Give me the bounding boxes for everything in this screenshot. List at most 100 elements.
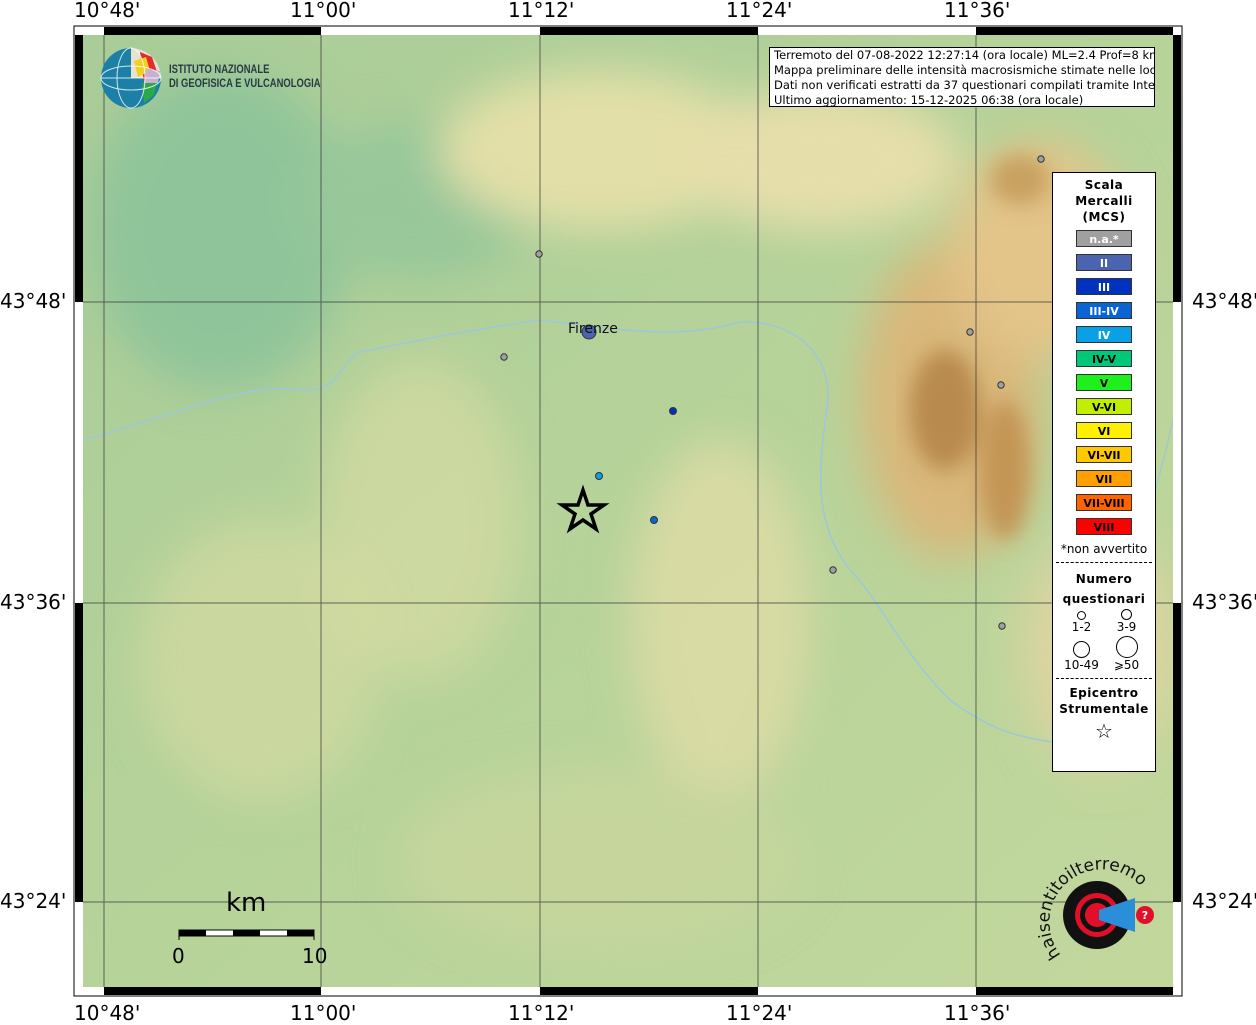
legend-title-line: (MCS) (1082, 210, 1126, 224)
scale-bar (178, 929, 315, 940)
epicenter-title-line: Strumentale (1059, 702, 1149, 716)
legend-note: *non avvertito (1060, 542, 1148, 556)
legend-title: Scala Mercalli (MCS) (1053, 177, 1155, 225)
size-label: 1-2 (1071, 620, 1092, 634)
frame-segment (83, 987, 104, 995)
lat-label-left: 43°48' (0, 289, 67, 313)
intensity-swatch: II (1076, 254, 1132, 271)
observation-dot[interactable] (595, 472, 603, 480)
intensity-scale: n.a.* II III III-IV IV IV-V V V-VI VI VI-VII VII VI… (1053, 230, 1155, 535)
observation-dot[interactable] (500, 353, 508, 361)
observation-dot[interactable] (997, 381, 1005, 389)
divider (1056, 562, 1152, 563)
epicenter-title-line: Epicentro (1069, 686, 1139, 700)
count-title-line: questionari (1062, 592, 1146, 606)
svg-text:?: ? (1142, 909, 1148, 922)
intensity-swatch: n.a.* (1076, 230, 1132, 247)
observation-dot[interactable] (829, 566, 837, 574)
circle-icon (1121, 609, 1132, 620)
intensity-swatch: V-VI (1076, 398, 1132, 415)
scale-unit: km (226, 888, 267, 918)
legend-title-line: Mercalli (1075, 194, 1133, 208)
frame-segment (104, 27, 321, 35)
epicenter-star-icon (556, 484, 610, 534)
ingv-logo-text: ISTITUTO NAZIONALE DI GEOFISICA E VULCAN… (169, 63, 321, 91)
circle-icon (1115, 636, 1138, 658)
lon-label-top: 10°48' (74, 0, 141, 22)
info-line: Terremoto del 07-08-2022 12:27:14 (ora l… (774, 48, 1154, 62)
observation-dot[interactable] (1037, 155, 1045, 163)
observation-dot[interactable] (966, 328, 974, 336)
frame-segment (1173, 902, 1181, 987)
frame-segment (75, 603, 83, 902)
frame-segment (321, 27, 540, 35)
frame-segment (75, 902, 83, 987)
intensity-swatch: VIII (1076, 518, 1132, 535)
size-10-49: 10-49 (1059, 636, 1104, 672)
size-label: ⩾50 (1113, 658, 1140, 672)
size-50: ⩾50 (1104, 636, 1149, 672)
city-label: Firenze (568, 321, 618, 337)
observation-dot[interactable] (669, 407, 677, 415)
count-title: Numero questionari (1053, 569, 1155, 609)
frame-segment (976, 27, 1173, 35)
graticule (83, 35, 1173, 987)
size-1-2: 1-2 (1059, 609, 1104, 634)
ingv-line1: ISTITUTO NAZIONALE (169, 64, 270, 76)
lat-label-left: 43°36' (0, 590, 67, 614)
intensity-swatch: VII-VIII (1076, 494, 1132, 511)
lat-label-right: 43°24' (1192, 889, 1256, 913)
count-title-line: Numero (1075, 572, 1133, 586)
terrain (83, 35, 1173, 987)
frame-segment (321, 987, 540, 995)
size-3-9: 3-9 (1104, 609, 1149, 634)
frame-segment (83, 27, 104, 35)
circle-icon (1073, 641, 1090, 658)
observation-dot[interactable] (650, 516, 658, 524)
observation-dot[interactable] (581, 324, 597, 340)
lon-label-bottom: 11°00' (290, 1001, 357, 1025)
frame-segment (1173, 603, 1181, 902)
intensity-swatch: V (1076, 374, 1132, 391)
intensity-swatch: VII (1076, 470, 1132, 487)
frame-segment (758, 27, 976, 35)
lon-label-top: 11°36' (944, 0, 1011, 22)
legend: Scala Mercalli (MCS) n.a.* II III III-IV IV I… (1052, 172, 1156, 772)
size-label: 10-49 (1064, 658, 1099, 672)
info-line: Mappa preliminare delle intensità macros… (774, 63, 1154, 77)
lon-label-bottom: 11°36' (944, 1001, 1011, 1025)
lon-label-bottom: 10°48' (74, 1001, 141, 1025)
lon-label-bottom: 11°12' (508, 1001, 575, 1025)
intensity-swatch: VI-VII (1076, 446, 1132, 463)
ingv-globe-logo (100, 47, 162, 109)
observation-dot[interactable] (998, 622, 1006, 630)
frame-segment (75, 35, 83, 302)
legend-title-line: Scala (1084, 178, 1124, 192)
info-line: Ultimo aggiornamento: 15-12-2025 06:38 (… (774, 93, 1084, 107)
lon-label-top: 11°00' (290, 0, 357, 22)
observation-points (500, 155, 1045, 630)
ingv-line2: DI GEOFISICA E VULCANOLOGIA (169, 78, 321, 90)
epicenter-title: Epicentro Strumentale (1053, 685, 1155, 717)
size-label: 3-9 (1116, 620, 1137, 634)
lat-label-right: 43°48' (1192, 289, 1256, 313)
map-frame (75, 27, 1181, 995)
frame-segment (1173, 35, 1181, 302)
count-sizes: 1-2 3-9 10-49 ⩾50 (1053, 609, 1155, 672)
frame-segment (540, 27, 758, 35)
frame-segment (758, 987, 976, 995)
scale-end: 10 (302, 944, 328, 968)
divider (1056, 678, 1152, 679)
frame-segment (976, 987, 1173, 995)
frame-segment (1173, 302, 1181, 603)
frame-segment (75, 302, 83, 603)
frame-segment (104, 987, 321, 995)
intensity-swatch: IV-V (1076, 350, 1132, 367)
intensity-swatch: IV (1076, 326, 1132, 343)
epicenter-star-icon: ☆ (1095, 719, 1113, 743)
observation-dot[interactable] (535, 250, 543, 258)
frame-segment (540, 987, 758, 995)
lon-label-bottom: 11°24' (726, 1001, 793, 1025)
intensity-swatch: III (1076, 278, 1132, 295)
circle-icon (1077, 611, 1086, 620)
